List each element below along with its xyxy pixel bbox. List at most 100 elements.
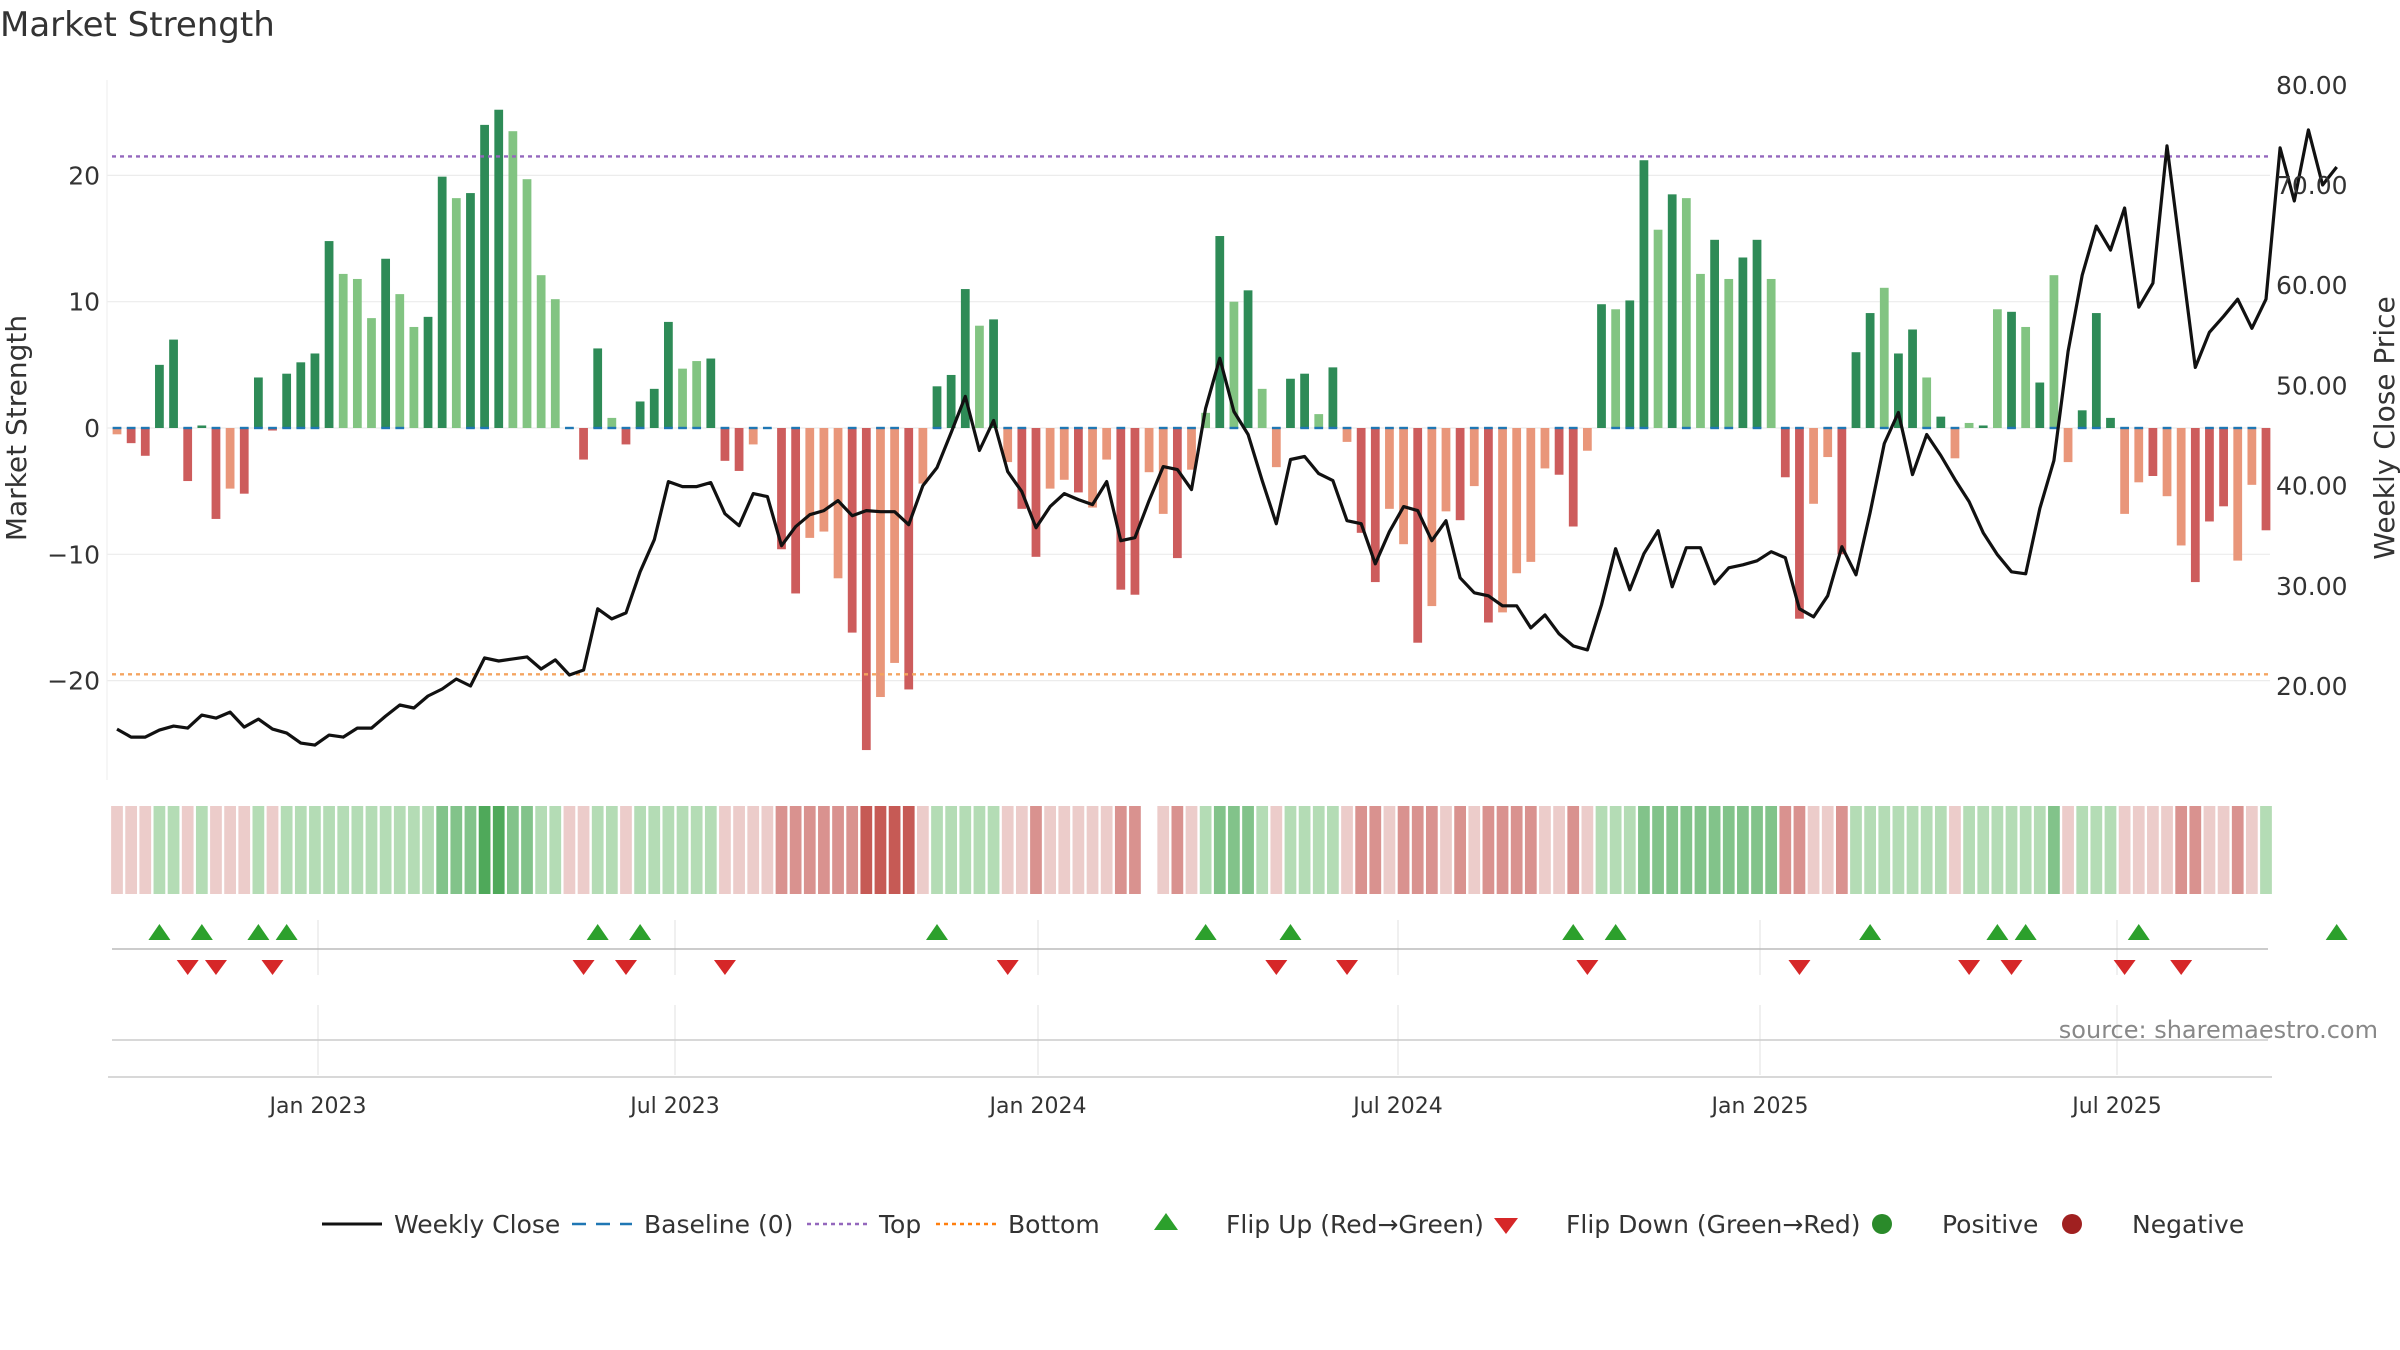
strength-bar xyxy=(847,428,857,633)
legend-label: Top xyxy=(878,1210,921,1239)
strength-bar xyxy=(169,339,178,428)
signal-cell xyxy=(860,806,873,894)
signal-cell xyxy=(1312,806,1325,894)
signal-cell xyxy=(1171,806,1184,894)
strength-bar xyxy=(1908,329,1917,428)
y2-axis-label: Weekly Close Price xyxy=(2368,296,2400,559)
strength-bar xyxy=(451,198,461,428)
signal-cell xyxy=(959,806,972,894)
signal-cell xyxy=(1411,806,1424,894)
legend-item: Bottom xyxy=(936,1210,1100,1239)
strength-bar xyxy=(1653,229,1663,428)
signal-cell xyxy=(648,806,661,894)
signal-cell xyxy=(789,806,802,894)
signal-cell xyxy=(1510,806,1523,894)
signal-cell xyxy=(1779,806,1792,894)
strength-bar xyxy=(621,428,631,445)
strength-bar xyxy=(338,273,348,428)
signal-cell xyxy=(2231,806,2244,894)
flip-markers xyxy=(112,924,2348,1041)
signal-cell xyxy=(181,806,194,894)
strength-bar xyxy=(296,362,306,428)
flip-up-marker xyxy=(1194,924,1217,940)
flip-down-marker xyxy=(996,960,1019,975)
signal-cell xyxy=(393,806,406,894)
signal-cell xyxy=(309,806,321,894)
signal-cell xyxy=(2161,806,2173,894)
strength-bar xyxy=(1724,278,1734,428)
strength-bar xyxy=(1879,287,1889,428)
strength-bar xyxy=(635,401,645,428)
legend-item: Baseline (0) xyxy=(572,1210,793,1239)
signal-cell xyxy=(1652,806,1664,894)
signal-cell xyxy=(1242,806,1254,894)
signal-cell xyxy=(1864,806,1877,894)
signal-cell xyxy=(1284,806,1297,894)
strength-bar xyxy=(1512,428,1522,574)
signal-cell xyxy=(1737,806,1749,894)
signal-cell xyxy=(492,806,505,894)
strength-bar xyxy=(946,374,956,428)
strength-bar xyxy=(367,318,376,428)
strength-bar xyxy=(126,428,136,444)
strength-bar xyxy=(649,388,659,428)
strength-bar xyxy=(1526,428,1536,562)
signal-cell xyxy=(1355,806,1368,894)
strength-bar xyxy=(2077,410,2087,428)
signal-cell xyxy=(945,806,958,894)
strength-bar xyxy=(1342,428,1352,442)
strength-bar xyxy=(2261,428,2271,531)
strength-bar xyxy=(1752,239,1762,428)
signal-cell xyxy=(436,806,449,894)
strength-bar xyxy=(975,325,984,428)
signal-cell xyxy=(2203,806,2216,894)
signal-cell xyxy=(2260,806,2272,894)
axes: −20 −10 0 10 20 20.00 30.00 40.00 50.00 60.00 70.0… xyxy=(47,71,2347,1119)
strength-bar xyxy=(1074,428,1083,493)
flip-down-marker xyxy=(1788,960,1811,975)
x-tick-label: Jan 2025 xyxy=(1710,1094,1809,1119)
signal-cell xyxy=(1058,806,1071,894)
legend-label: Bottom xyxy=(1008,1210,1100,1239)
legend-item: Negative xyxy=(2062,1210,2244,1239)
strength-bar xyxy=(466,193,475,428)
flip-up-marker xyxy=(586,924,609,940)
legend-label: Weekly Close xyxy=(394,1210,560,1239)
signal-cell xyxy=(1044,806,1056,894)
signal-cell xyxy=(280,806,293,894)
signal-cell xyxy=(1468,806,1481,894)
y-tick-label: −10 xyxy=(47,540,100,569)
close-line-layer xyxy=(116,128,2338,747)
flip-down-marker xyxy=(1265,960,1288,975)
strength-bar xyxy=(1455,428,1465,521)
strength-bar xyxy=(2007,311,2016,428)
y2-tick-label: 50.00 xyxy=(2276,371,2348,400)
strength-bar xyxy=(748,428,758,445)
signal-cell xyxy=(874,806,887,894)
strength-bar xyxy=(579,428,588,460)
flip-down-marker xyxy=(2170,960,2193,975)
strength-bar xyxy=(692,361,702,428)
signal-cell xyxy=(224,806,236,894)
signal-cell xyxy=(464,806,477,894)
strength-bar xyxy=(1300,373,1309,428)
strength-bar xyxy=(282,373,292,428)
strength-bar xyxy=(1045,428,1055,489)
y2-tick-label: 60.00 xyxy=(2276,271,2348,300)
signal-cell xyxy=(605,806,618,894)
signal-cell xyxy=(1157,806,1170,894)
signal-cell xyxy=(1581,806,1594,894)
signal-cell xyxy=(2245,806,2258,894)
signal-cell xyxy=(2217,806,2230,894)
strength-bar xyxy=(2190,428,2200,583)
signal-cell xyxy=(1143,806,1155,894)
flip-down-icon xyxy=(1494,1218,1518,1234)
signal-cell xyxy=(1369,806,1382,894)
strength-bar xyxy=(1992,309,2002,428)
flip-up-marker xyxy=(2325,924,2348,940)
signal-cell xyxy=(422,806,434,894)
strength-bar xyxy=(1286,378,1295,428)
strength-bar xyxy=(2247,428,2257,485)
signal-cell xyxy=(1666,806,1679,894)
